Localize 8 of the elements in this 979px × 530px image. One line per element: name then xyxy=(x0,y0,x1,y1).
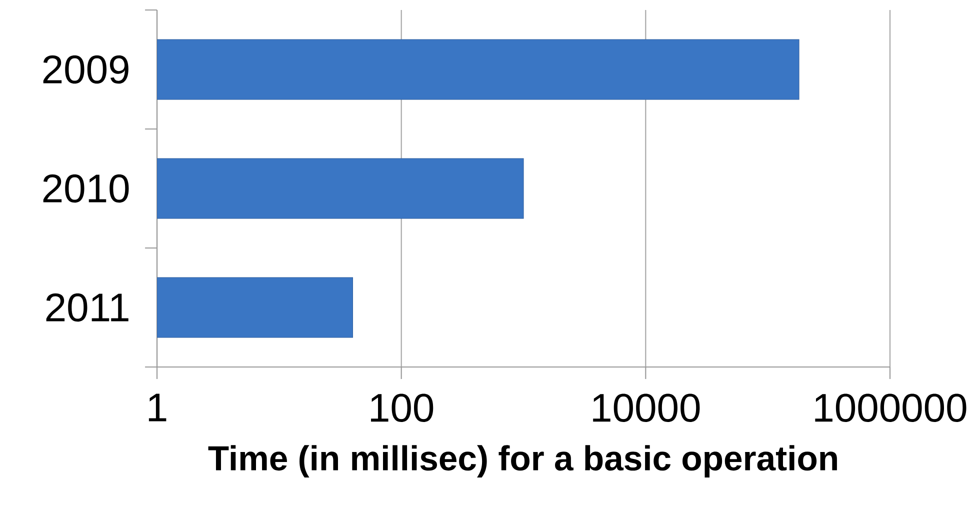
y-tick-label: 2011 xyxy=(46,293,128,322)
x-axis-title: Time (in millisec) for a basic operation xyxy=(208,445,837,478)
x-tick-label: 1 xyxy=(148,394,166,422)
x-tick-label: 100 xyxy=(371,394,434,422)
x-tick-label: 10000 xyxy=(593,394,700,422)
x-tick-label: 1000000 xyxy=(815,394,966,422)
y-tick-label: 2009 xyxy=(43,55,128,84)
y-tick-label: 2010 xyxy=(43,174,129,203)
